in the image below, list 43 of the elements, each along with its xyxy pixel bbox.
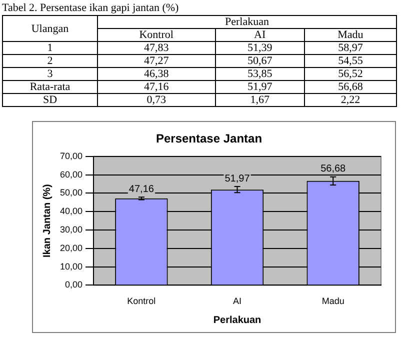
- y-tick-label: 30,00: [60, 224, 83, 234]
- x-tick-label: Madu: [322, 296, 344, 306]
- data-label: 56,68: [320, 164, 346, 175]
- text: 47,16: [144, 81, 169, 93]
- y-tick-label: 70,00: [60, 150, 83, 161]
- text: 46,38: [144, 68, 169, 80]
- text: 51,97: [247, 81, 272, 93]
- text: 54,55: [338, 55, 363, 67]
- category-label: Kontrol: [98, 28, 216, 42]
- y-tick-label: 10,00: [60, 261, 83, 272]
- category-label: SD: [42, 94, 58, 106]
- y-tick-label: 20,00: [60, 242, 83, 253]
- category-label: AI: [215, 28, 304, 42]
- text: 53,85: [247, 68, 272, 80]
- data-label: 51,97: [224, 173, 250, 184]
- category-label: 2: [47, 55, 53, 67]
- text: 58,97: [338, 42, 363, 54]
- text: 1,67: [250, 94, 270, 106]
- category-label: 3: [47, 68, 53, 80]
- category-label: Madu: [304, 28, 396, 42]
- text: 56,68: [338, 81, 363, 93]
- y-tick-label: 40,00: [60, 206, 83, 216]
- text: 0,73: [146, 94, 166, 106]
- text: 51,39: [247, 42, 272, 54]
- text: 47,27: [144, 55, 169, 67]
- text: 47,83: [144, 42, 169, 54]
- text: Perlakuan: [98, 16, 396, 28]
- chart-title: Persentase Jantan: [156, 132, 262, 146]
- text: 50,67: [247, 55, 272, 67]
- y-tick-label: 50,00: [60, 188, 83, 198]
- x-tick-label: AI: [233, 296, 242, 306]
- y-tick-label: 0,00: [64, 280, 83, 290]
- text: Ulangan: [2, 16, 98, 42]
- text: 2,22: [340, 94, 360, 106]
- category-label: 1: [47, 42, 53, 54]
- x-axis-title: Perlakuan: [213, 314, 262, 326]
- data-label: 47,16: [128, 184, 154, 195]
- y-tick-label: 60,00: [60, 169, 83, 180]
- x-tick-label: Kontrol: [127, 296, 156, 306]
- y-axis-title: Ikan Jantan (%): [42, 184, 53, 258]
- text: 56,52: [338, 68, 363, 80]
- text: Tabel 2. Persentase ikan gapi jantan (%): [2, 2, 180, 15]
- category-label: Rata-rata: [30, 81, 70, 93]
